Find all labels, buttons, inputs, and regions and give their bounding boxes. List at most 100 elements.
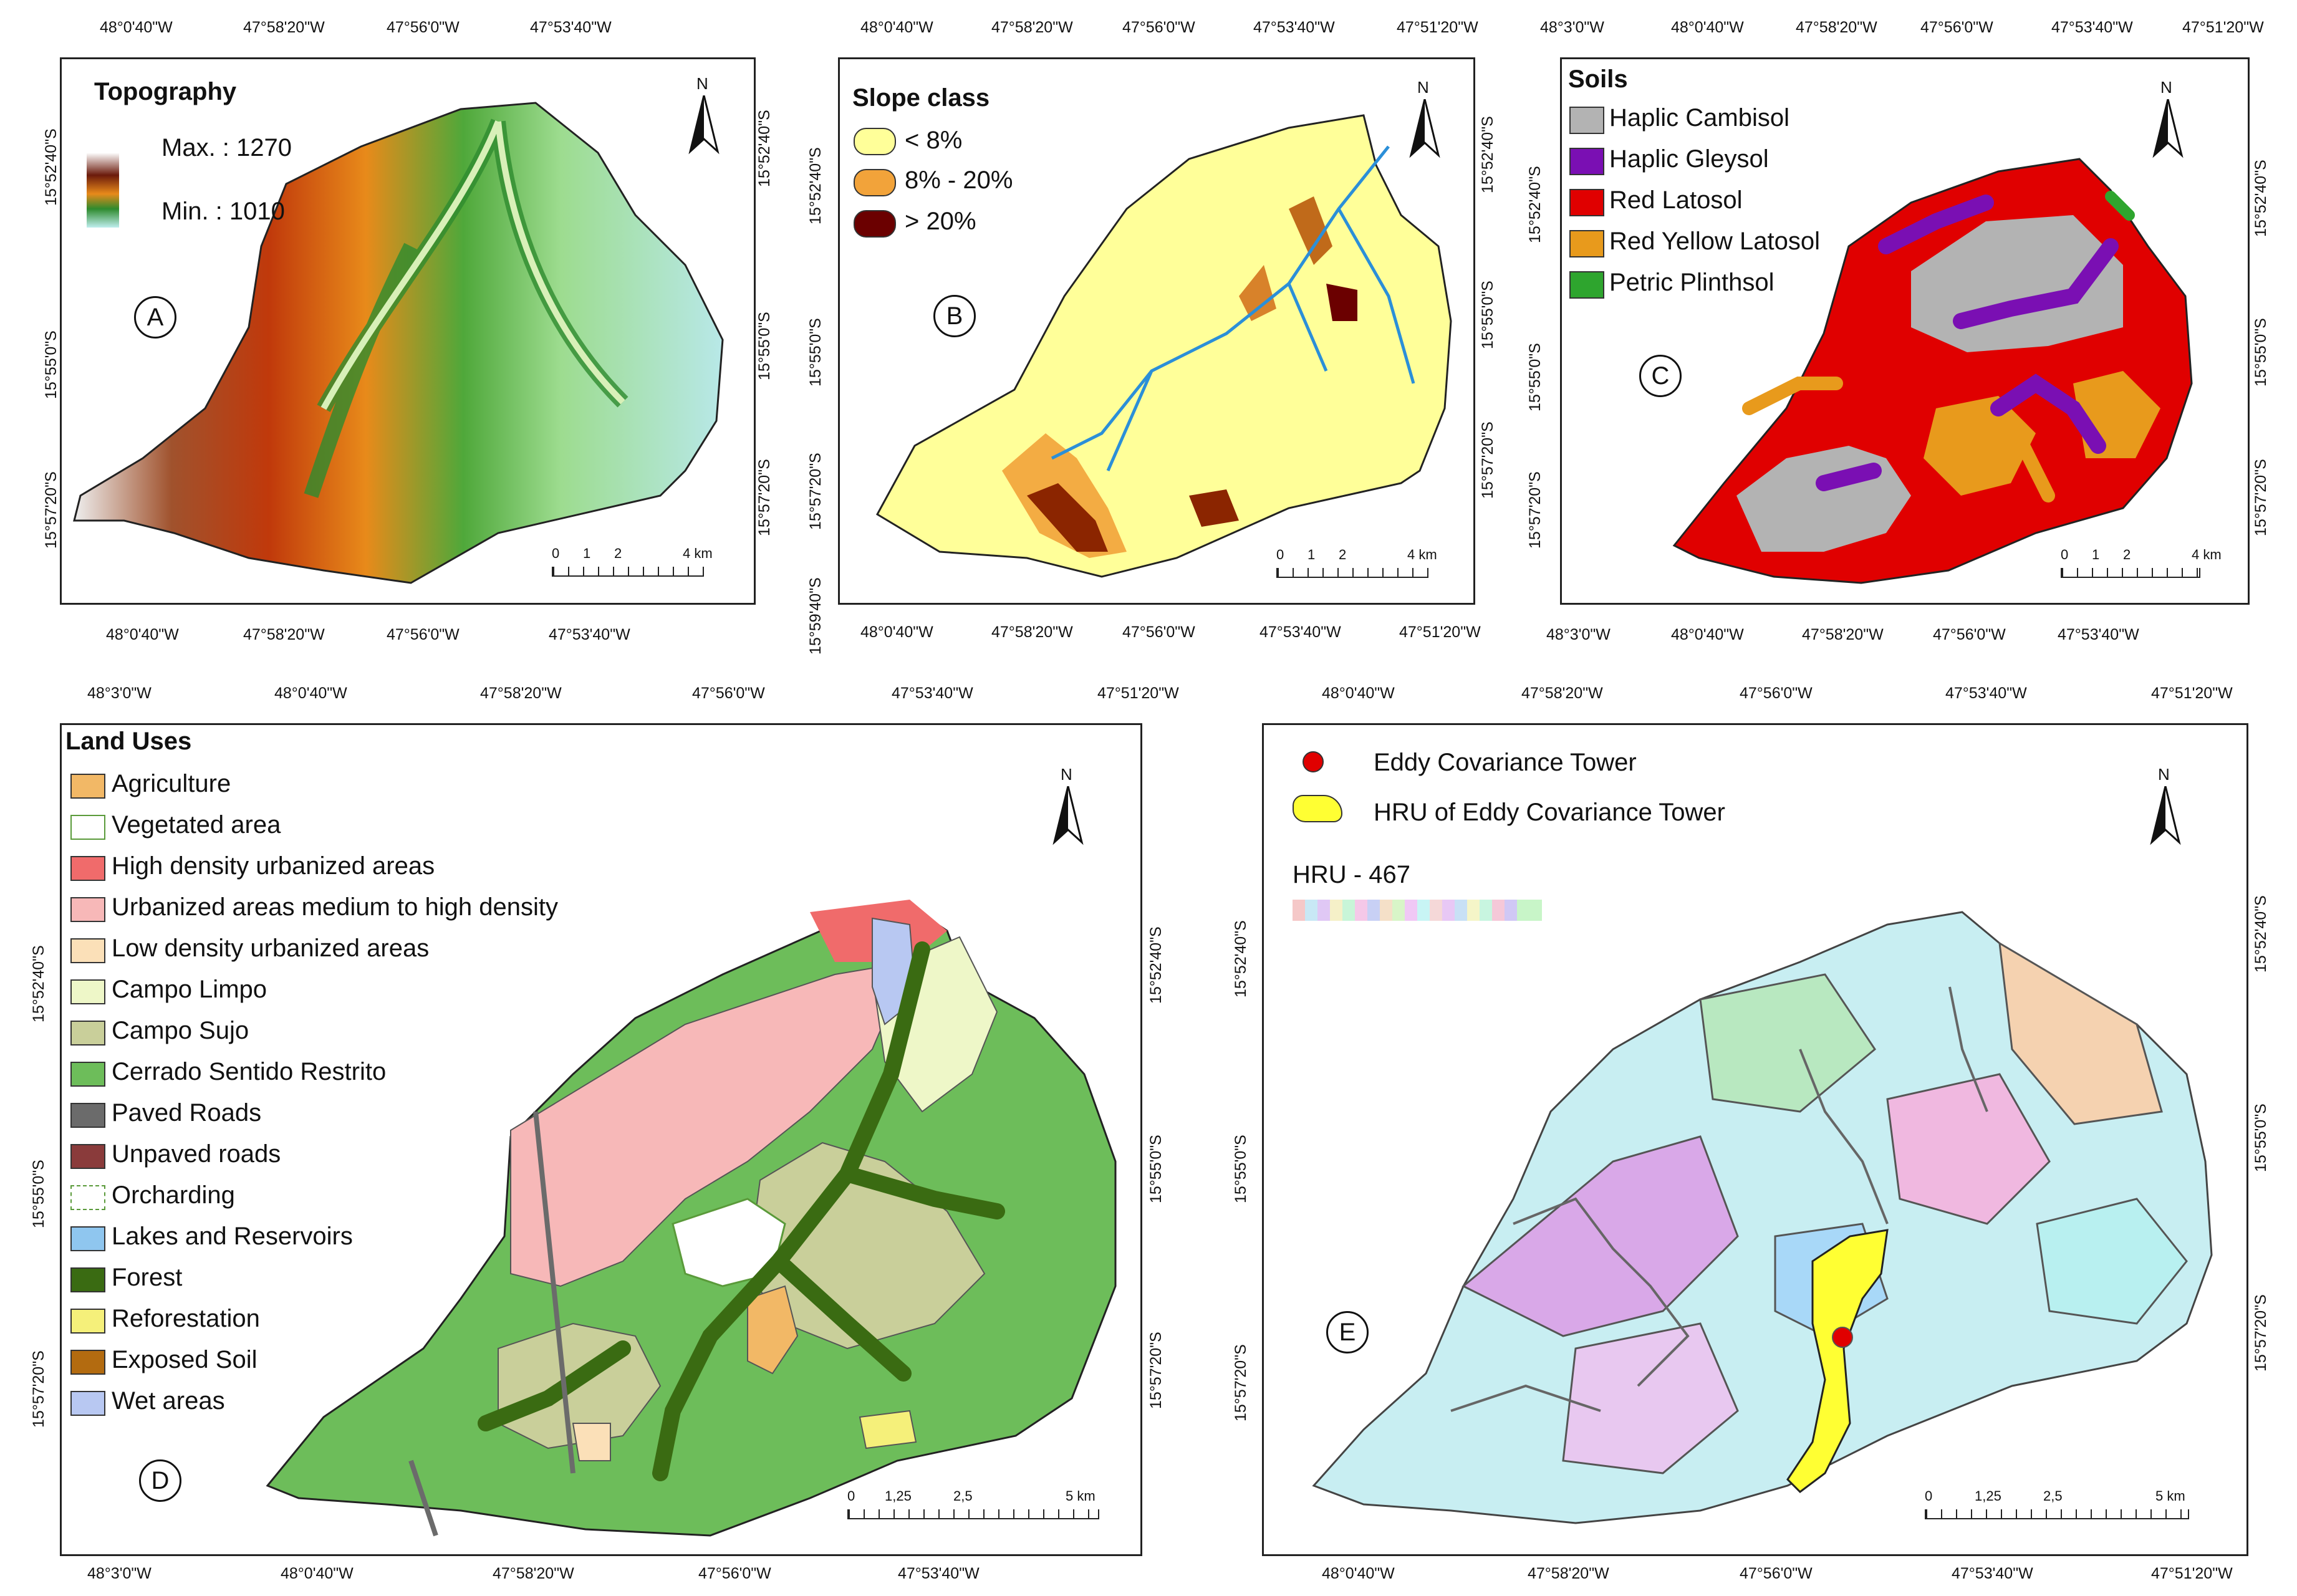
legend-swatch <box>70 1226 105 1251</box>
tick-a-right: 15°57'20"S <box>756 459 773 536</box>
tick-c-top: 47°56'0"W <box>1920 19 1993 36</box>
hru-label: HRU - 467 <box>1293 861 1410 888</box>
tick-d-top: 47°53'40"W <box>892 685 973 702</box>
tick-e-left: 15°52'40"S <box>1232 920 1250 998</box>
north-arrow-icon: N <box>1049 765 1087 845</box>
tick-c-right: 15°57'20"S <box>2252 459 2270 536</box>
legend-label: High density urbanized areas <box>112 852 435 880</box>
tick-b-left: 15°55'0"S <box>807 318 824 387</box>
legend-swatch <box>70 1185 105 1210</box>
legend-label: Haplic Cambisol <box>1609 104 1789 132</box>
tick-b-right: 15°55'0"S <box>1479 281 1496 349</box>
legend-label: 8% - 20% <box>905 166 1013 194</box>
tick-a-bottom: 47°56'0"W <box>387 626 460 643</box>
tick-c-top: 48°0'40"W <box>1671 19 1744 36</box>
tower-legend-icon <box>1303 751 1324 772</box>
tick-b-bottom: 47°56'0"W <box>1122 623 1195 641</box>
hru-color-strip <box>1293 900 1542 921</box>
topography-min-label: Min. : 1010 <box>161 198 285 225</box>
tick-e-top: 47°56'0"W <box>1740 685 1813 702</box>
panel-land-uses: Land Uses Agriculture Vegetated area Hig… <box>60 723 1142 1556</box>
topography-legend-ramp <box>87 153 119 228</box>
legend-swatch <box>70 1267 105 1292</box>
panel-soils: Soils Haplic Cambisol Haplic Gleysol Red… <box>1560 57 2250 605</box>
legend-label: Lakes and Reservoirs <box>112 1223 353 1250</box>
legend-label: Red Yellow Latosol <box>1609 228 1821 255</box>
tick-e-right: 15°57'20"S <box>2252 1294 2270 1372</box>
tick-d-left: 15°52'40"S <box>30 945 47 1022</box>
legend-swatch <box>70 856 105 881</box>
tick-e-bottom: 47°58'20"W <box>1528 1565 1609 1582</box>
tick-a-bottom: 47°58'20"W <box>243 626 325 643</box>
tick-c-left: 15°55'0"S <box>1526 343 1544 411</box>
legend-label: Red Latosol <box>1609 186 1743 214</box>
legend-label: Agriculture <box>112 770 231 797</box>
tick-c-bottom: 48°0'40"W <box>1671 626 1744 643</box>
slope-title: Slope class <box>852 84 990 112</box>
legend-label: Urbanized areas medium to high density <box>112 893 558 921</box>
legend-swatch-slope-low <box>854 128 896 155</box>
tick-e-right: 15°52'40"S <box>2252 895 2270 973</box>
tick-b-right: 15°52'40"S <box>1479 116 1496 193</box>
tick-b-bottom: 47°58'20"W <box>991 623 1073 641</box>
tick-e-left: 15°55'0"S <box>1232 1135 1250 1203</box>
legend-swatch <box>70 815 105 840</box>
tick-c-bottom: 47°53'40"W <box>2058 626 2139 643</box>
tick-d-right: 15°57'20"S <box>1147 1332 1165 1409</box>
tick-c-bottom: 47°58'20"W <box>1802 626 1884 643</box>
tick-d-right: 15°55'0"S <box>1147 1135 1165 1203</box>
tick-e-bottom: 48°0'40"W <box>1322 1565 1395 1582</box>
tick-b-bottom: 47°51'20"W <box>1399 623 1481 641</box>
tick-c-bottom: 48°3'0"W <box>1546 626 1611 643</box>
legend-label: Campo Limpo <box>112 976 267 1003</box>
legend-label: Orcharding <box>112 1181 235 1209</box>
panel-letter-e: E <box>1326 1311 1369 1353</box>
tick-b-bottom: 48°0'40"W <box>860 623 933 641</box>
legend-swatch-plinthsol <box>1569 271 1604 299</box>
legend-swatch <box>70 1103 105 1128</box>
legend-swatch-red-latosol <box>1569 189 1604 216</box>
tick-c-bottom: 47°56'0"W <box>1933 626 2006 643</box>
scale-bar: 0 1 2 4 km <box>2061 547 2223 584</box>
panel-letter-c: C <box>1639 355 1682 397</box>
panel-slope: Slope class < 8% 8% - 20% > 20% B N 0 1 … <box>838 57 1475 605</box>
legend-swatch-slope-high <box>854 210 896 238</box>
legend-label: Eddy Covariance Tower <box>1374 749 1637 776</box>
tick-e-right: 15°55'0"S <box>2252 1103 2270 1172</box>
legend-label: Cerrado Sentido Restrito <box>112 1058 387 1085</box>
tick-b-left: 15°57'20"S <box>807 453 824 530</box>
legend-label: Reforestation <box>112 1305 260 1332</box>
north-arrow-icon: N <box>2147 765 2184 845</box>
hru-legend-icon <box>1293 795 1342 822</box>
tick-e-top: 47°53'40"W <box>1945 685 2027 702</box>
tick-d-left: 15°55'0"S <box>30 1160 47 1228</box>
legend-swatch-cambisol <box>1569 107 1604 134</box>
legend-swatch <box>70 1309 105 1334</box>
soils-title: Soils <box>1568 65 1628 93</box>
legend-swatch-slope-mid <box>854 169 896 196</box>
tick-d-left: 15°57'20"S <box>30 1350 47 1428</box>
legend-label: < 8% <box>905 127 963 154</box>
tick-b-left: 15°59'40"S <box>807 577 824 655</box>
tick-a-top: 47°56'0"W <box>387 19 460 36</box>
tick-d-top: 48°0'40"W <box>274 685 347 702</box>
tick-a-bottom: 47°53'40"W <box>549 626 630 643</box>
tick-d-bottom: 47°53'40"W <box>898 1565 980 1582</box>
legend-label: Campo Sujo <box>112 1017 249 1044</box>
tick-b-top: 47°56'0"W <box>1122 19 1195 36</box>
tick-d-bottom: 47°58'20"W <box>493 1565 574 1582</box>
tick-b-top: 47°58'20"W <box>991 19 1073 36</box>
slope-map <box>875 114 1452 578</box>
tick-a-bottom: 48°0'40"W <box>106 626 179 643</box>
legend-label: Vegetated area <box>112 811 281 839</box>
panel-letter-b: B <box>933 295 976 337</box>
tick-d-bottom: 48°0'40"W <box>281 1565 354 1582</box>
legend-swatch-red-yellow-latosol <box>1569 230 1604 257</box>
tick-d-right: 15°52'40"S <box>1147 926 1165 1004</box>
tick-a-left: 15°57'20"S <box>42 471 60 549</box>
legend-swatch <box>70 1021 105 1046</box>
tick-c-top: 47°51'20"W <box>2182 19 2264 36</box>
tick-d-top: 47°56'0"W <box>692 685 765 702</box>
panel-hru: Eddy Covariance Tower HRU of Eddy Covari… <box>1262 723 2248 1556</box>
topography-max-label: Max. : 1270 <box>161 134 292 161</box>
